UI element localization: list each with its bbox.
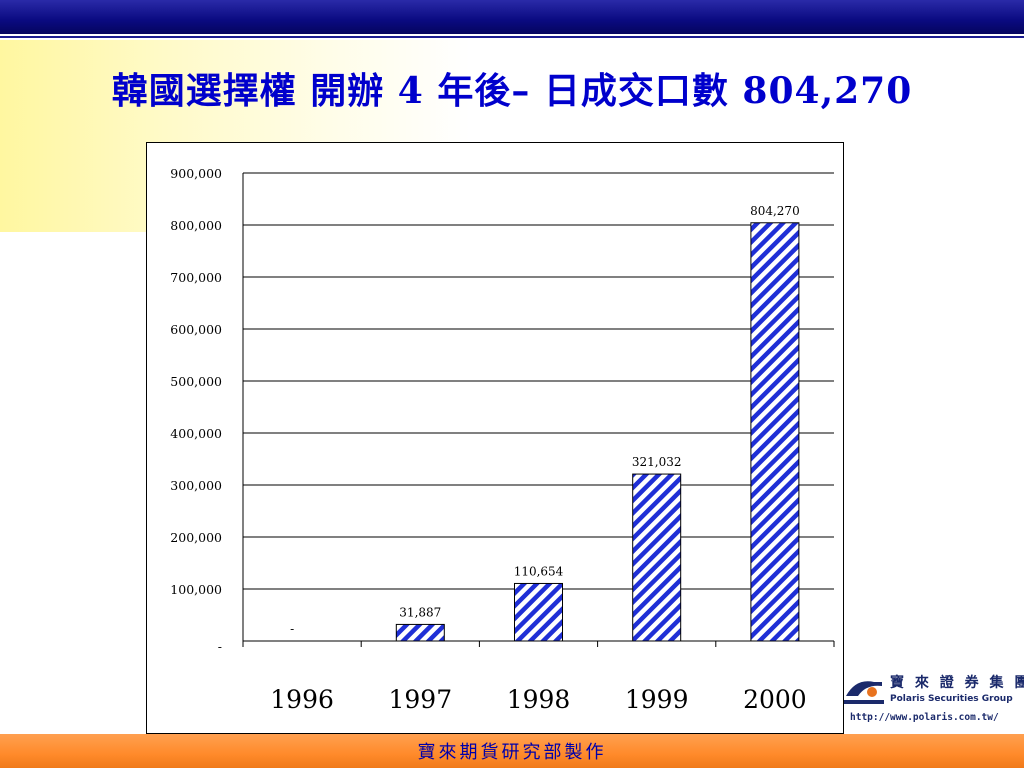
y-tick-label: 100,000: [170, 582, 222, 597]
slide-title: 韓國選擇權 開辦 4 年後– 日成交口數 804,270: [111, 70, 913, 112]
data-label: 321,032: [632, 455, 682, 469]
x-tick-label: 1998: [507, 685, 571, 714]
footer-credit: 寶來期貨研究部製作: [417, 742, 607, 763]
y-tick-label: 800,000: [170, 218, 222, 233]
x-tick-label: 1999: [625, 685, 689, 714]
banner-divider: [0, 36, 1024, 38]
logo-english-name: Polaris Securities Group: [890, 694, 1013, 704]
data-label: 31,887: [399, 605, 441, 619]
logo-chinese-name: 寶 來 證 券 集 團: [890, 675, 1024, 691]
data-label: -: [290, 622, 294, 636]
y-tick-label: 300,000: [170, 478, 222, 493]
bar: [750, 222, 800, 642]
footer-bar: 寶來期貨研究部製作: [0, 734, 1024, 768]
bar: [632, 473, 682, 642]
x-tick-label: 1997: [388, 685, 452, 714]
logo-url: http://www.polaris.com.tw/: [850, 712, 999, 723]
chart-frame: - 100,000 200,000 300,000 400,000 500,000 600,…: [146, 142, 844, 734]
y-tick-label: 500,000: [170, 374, 222, 389]
top-banner: [0, 0, 1024, 36]
y-tick-label: 200,000: [170, 530, 222, 545]
y-tick-label: 900,000: [170, 166, 222, 181]
bar-chart: - 100,000 200,000 300,000 400,000 500,000 600,…: [170, 166, 835, 714]
bar: [395, 623, 445, 642]
y-tick-label: 700,000: [170, 270, 222, 285]
bar: [514, 582, 563, 642]
y-tick-label: -: [218, 639, 222, 654]
x-tick-label: 1996: [270, 685, 334, 714]
y-tick-label: 400,000: [170, 426, 222, 441]
y-tick-label: 600,000: [170, 322, 222, 337]
data-label: 110,654: [514, 564, 564, 578]
company-logo: 寶 來 證 券 集 團 Polaris Securities Group htt…: [844, 668, 1024, 730]
x-tick-label: 2000: [743, 685, 807, 714]
data-label: 804,270: [750, 204, 800, 218]
polaris-logo-icon: [844, 681, 884, 704]
